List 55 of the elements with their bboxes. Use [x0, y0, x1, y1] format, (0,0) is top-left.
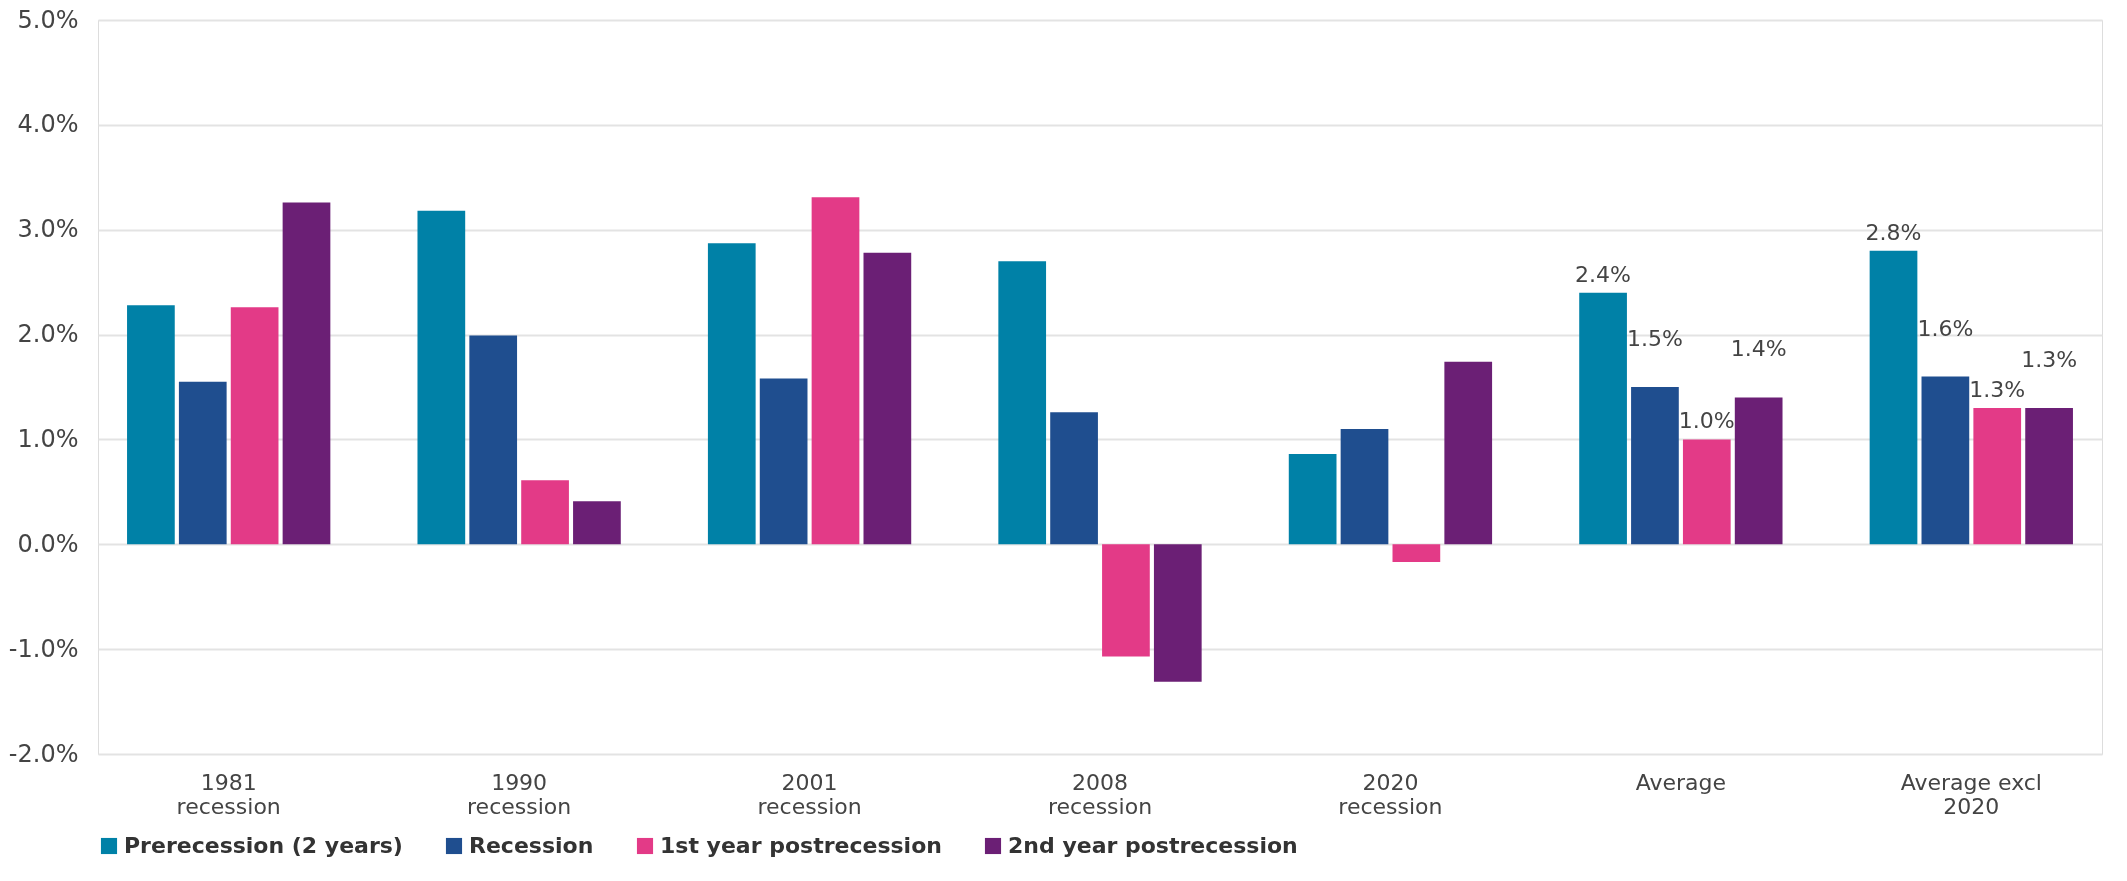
bar	[1973, 407, 2022, 545]
data-label: 2.8%	[1865, 219, 1922, 245]
bar	[282, 202, 331, 545]
bar	[1734, 397, 1783, 545]
x-tick-label: 1981 recession	[176, 769, 281, 819]
bar	[417, 210, 466, 545]
bar	[707, 243, 756, 545]
bar	[1340, 428, 1389, 545]
x-tick-label: 2001 recession	[757, 769, 862, 819]
bar	[1288, 454, 1337, 545]
bar	[1682, 439, 1731, 545]
bar	[1050, 412, 1098, 545]
bar	[230, 307, 279, 545]
bar	[1579, 292, 1627, 545]
legend-label: Prerecession (2 years)	[124, 833, 403, 858]
y-tick-label: 1.0%	[17, 424, 79, 453]
data-label: 1.6%	[1917, 315, 1974, 341]
x-tick-label: Average	[1635, 769, 1727, 795]
bar	[2025, 407, 2073, 545]
bar	[1444, 361, 1493, 545]
bar	[1153, 544, 1202, 682]
data-label: 1.5%	[1626, 326, 1683, 351]
x-tick-label: 1990 recession	[467, 769, 572, 819]
y-tick-label: -1.0%	[8, 634, 79, 663]
data-label: 2.4%	[1575, 261, 1632, 287]
bar	[759, 378, 808, 545]
data-label: 1.3%	[2021, 346, 2078, 372]
bar	[469, 335, 518, 545]
bar	[811, 197, 860, 545]
bar	[863, 252, 912, 545]
bar	[127, 305, 175, 545]
y-tick-label: 0.0%	[17, 529, 79, 558]
legend-label: Recession	[469, 833, 594, 858]
legend-label: 1st year postrecession	[660, 833, 942, 858]
bar	[1631, 387, 1679, 545]
data-label: 1.3%	[1969, 376, 2026, 402]
bar	[998, 261, 1047, 545]
x-tick-label: 2020 recession	[1338, 769, 1443, 819]
bar	[1921, 376, 1970, 545]
y-tick-label: 2.0%	[17, 320, 79, 349]
bar	[1392, 544, 1441, 563]
x-tick-label: Average excl 2020	[1900, 769, 2042, 819]
bar	[521, 480, 569, 545]
legend-label: 2nd year postrecession	[1008, 833, 1298, 858]
x-tick-label: 2008 recession	[1047, 769, 1153, 819]
y-tick-label: 4.0%	[17, 110, 79, 139]
data-label: 1.4%	[1730, 336, 1787, 362]
y-tick-label: 5.0%	[17, 5, 79, 34]
bar	[573, 501, 621, 545]
bar	[1869, 250, 1918, 545]
y-tick-label: -2.0%	[8, 739, 79, 768]
bar	[178, 381, 227, 545]
y-tick-label: 3.0%	[17, 215, 79, 244]
bar	[1102, 544, 1150, 657]
data-label: 1.0%	[1678, 408, 1735, 434]
